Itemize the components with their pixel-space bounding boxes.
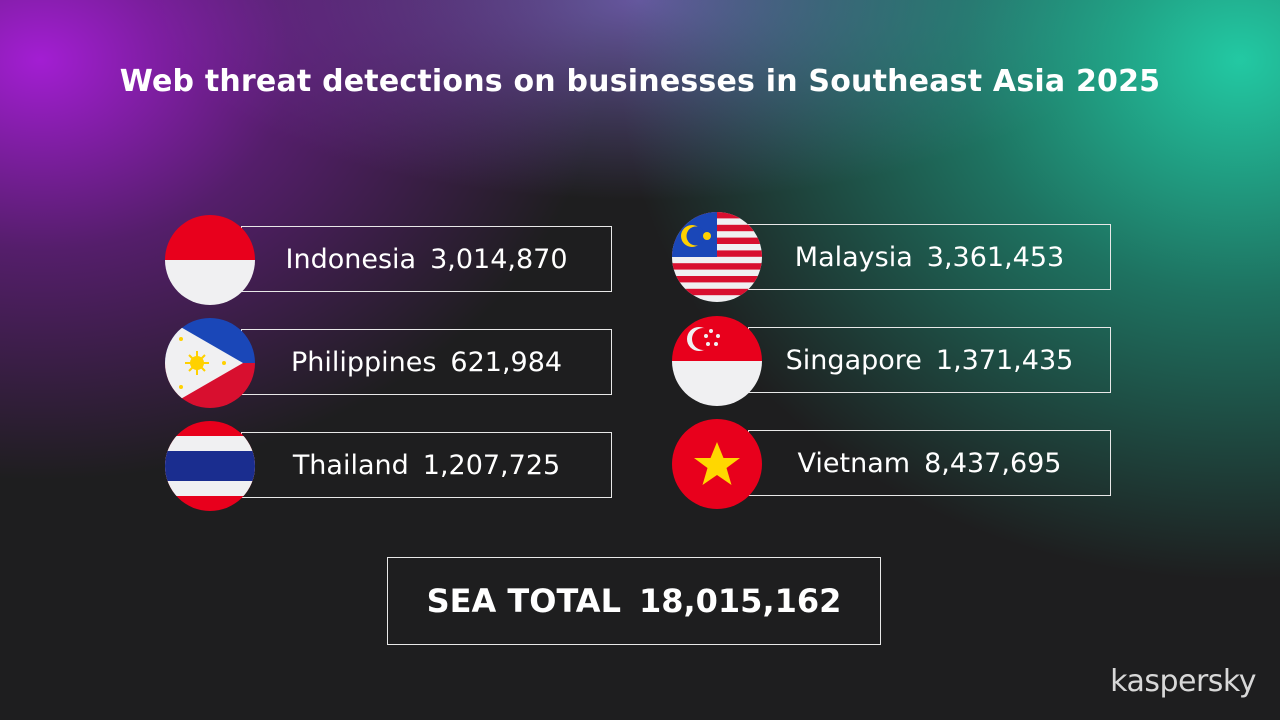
country-value: 1,207,725 [422, 449, 561, 481]
singapore-flag-icon [672, 316, 762, 406]
country-name: Indonesia [285, 243, 417, 275]
country-name: Thailand [292, 449, 409, 481]
country-value: 3,361,453 [926, 241, 1065, 273]
country-name: Philippines [290, 346, 437, 378]
page-title: Web threat detections on businesses in S… [119, 64, 1161, 99]
total-value: 18,015,162 [638, 582, 842, 620]
country-name: Vietnam [797, 447, 911, 479]
sea-total-box: SEA TOTAL 18,015,162 [387, 557, 881, 645]
country-value: 3,014,870 [430, 243, 568, 275]
vietnam-flag-icon [672, 419, 762, 509]
country-name: Singapore [785, 344, 922, 376]
thailand-flag-icon [165, 421, 255, 511]
kaspersky-logo: kaspersky [1110, 664, 1256, 699]
malaysia-flag-icon [672, 212, 762, 302]
philippines-flag-icon [165, 318, 255, 408]
indonesia-flag-icon [165, 215, 255, 305]
country-name: Malaysia [794, 241, 913, 273]
country-value: 1,371,435 [935, 344, 1074, 376]
country-value: 8,437,695 [924, 447, 1062, 479]
country-value: 621,984 [450, 346, 563, 378]
total-label: SEA TOTAL [426, 582, 621, 620]
